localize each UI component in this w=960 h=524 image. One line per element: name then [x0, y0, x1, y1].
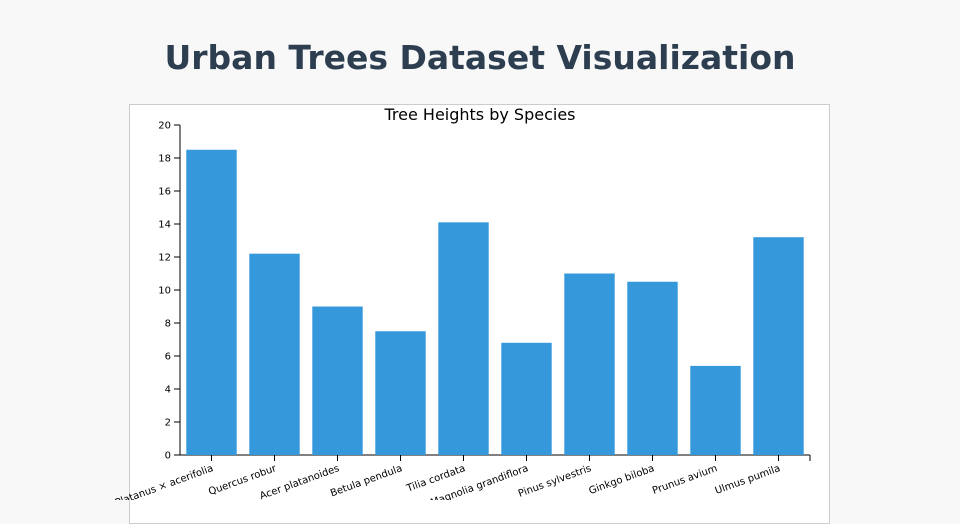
bar[interactable] [753, 237, 804, 455]
x-tick-label: Platanus × acerifolia [114, 463, 215, 500]
bar[interactable] [627, 281, 678, 455]
bars [186, 149, 804, 456]
x-tick-label: Betula pendula [329, 463, 404, 499]
bar[interactable] [312, 306, 363, 456]
bar[interactable] [564, 273, 615, 456]
y-tick-label: 14 [158, 220, 171, 231]
y-tick-label: 16 [158, 187, 171, 198]
y-tick-label: 8 [165, 319, 171, 330]
bar[interactable] [375, 331, 426, 455]
bar[interactable] [249, 253, 300, 455]
bar-chart: Tree Heights by Species 0 2 4 6 8 10 12 14 16 18 2… [114, 105, 811, 500]
y-axis: 0 2 4 6 8 10 12 14 16 18 20 [158, 121, 181, 462]
y-tick-label: 2 [165, 418, 171, 429]
y-tick-label: 12 [158, 253, 171, 264]
y-tick-label: 18 [158, 154, 171, 165]
bar[interactable] [186, 149, 237, 455]
x-tick-label: Prunus avium [651, 463, 719, 497]
chart-title: Tree Heights by Species [383, 105, 575, 124]
bar[interactable] [690, 365, 741, 455]
bar[interactable] [438, 222, 489, 455]
y-tick-label: 6 [165, 352, 171, 363]
page-title: Urban Trees Dataset Visualization [164, 38, 796, 77]
y-tick-label: 20 [158, 121, 171, 132]
y-tick-label: 0 [165, 451, 171, 462]
x-tick-label: Ulmus pumila [714, 463, 782, 497]
x-tick-label: Pinus sylvestris [517, 463, 593, 500]
y-tick-label: 10 [158, 286, 171, 297]
x-tick-label: Ginkgo biloba [588, 463, 656, 497]
bar[interactable] [501, 342, 552, 455]
y-tick-label: 4 [165, 385, 171, 396]
